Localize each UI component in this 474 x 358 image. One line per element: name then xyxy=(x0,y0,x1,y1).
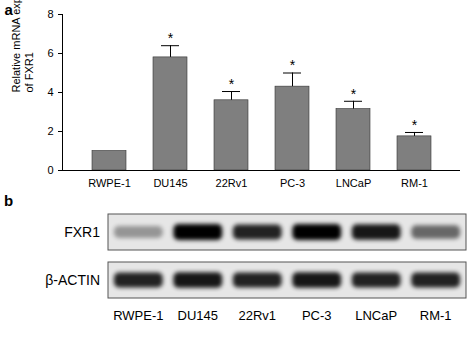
svg-text:2: 2 xyxy=(47,125,53,137)
svg-text:8: 8 xyxy=(47,8,53,20)
svg-text:LNCaP: LNCaP xyxy=(355,308,397,323)
svg-text:RWPE-1: RWPE-1 xyxy=(113,308,163,323)
svg-text:PC-3: PC-3 xyxy=(302,308,332,323)
svg-text:4: 4 xyxy=(47,86,53,98)
svg-text:a: a xyxy=(5,1,14,18)
svg-text:0: 0 xyxy=(47,164,53,176)
svg-text:Relative mRNA expressionof FXR: Relative mRNA expressionof FXR1 xyxy=(10,0,35,93)
svg-text:*: * xyxy=(412,117,418,133)
svg-text:RM-1: RM-1 xyxy=(420,308,452,323)
svg-text:*: * xyxy=(229,76,235,92)
svg-text:FXR1: FXR1 xyxy=(64,224,100,240)
svg-text:6: 6 xyxy=(47,47,53,59)
svg-text:β-ACTIN: β-ACTIN xyxy=(45,272,100,288)
svg-text:PC-3: PC-3 xyxy=(280,177,305,189)
svg-text:b: b xyxy=(4,192,13,209)
svg-text:RM-1: RM-1 xyxy=(401,177,428,189)
svg-text:*: * xyxy=(351,86,357,102)
svg-text:*: * xyxy=(290,57,296,73)
svg-text:22Rv1: 22Rv1 xyxy=(216,177,248,189)
svg-text:22Rv1: 22Rv1 xyxy=(238,308,276,323)
svg-text:RWPE-1: RWPE-1 xyxy=(88,177,131,189)
svg-text:*: * xyxy=(168,30,174,46)
svg-text:DU145: DU145 xyxy=(153,177,187,189)
svg-text:DU145: DU145 xyxy=(178,308,218,323)
svg-text:LNCaP: LNCaP xyxy=(336,177,371,189)
